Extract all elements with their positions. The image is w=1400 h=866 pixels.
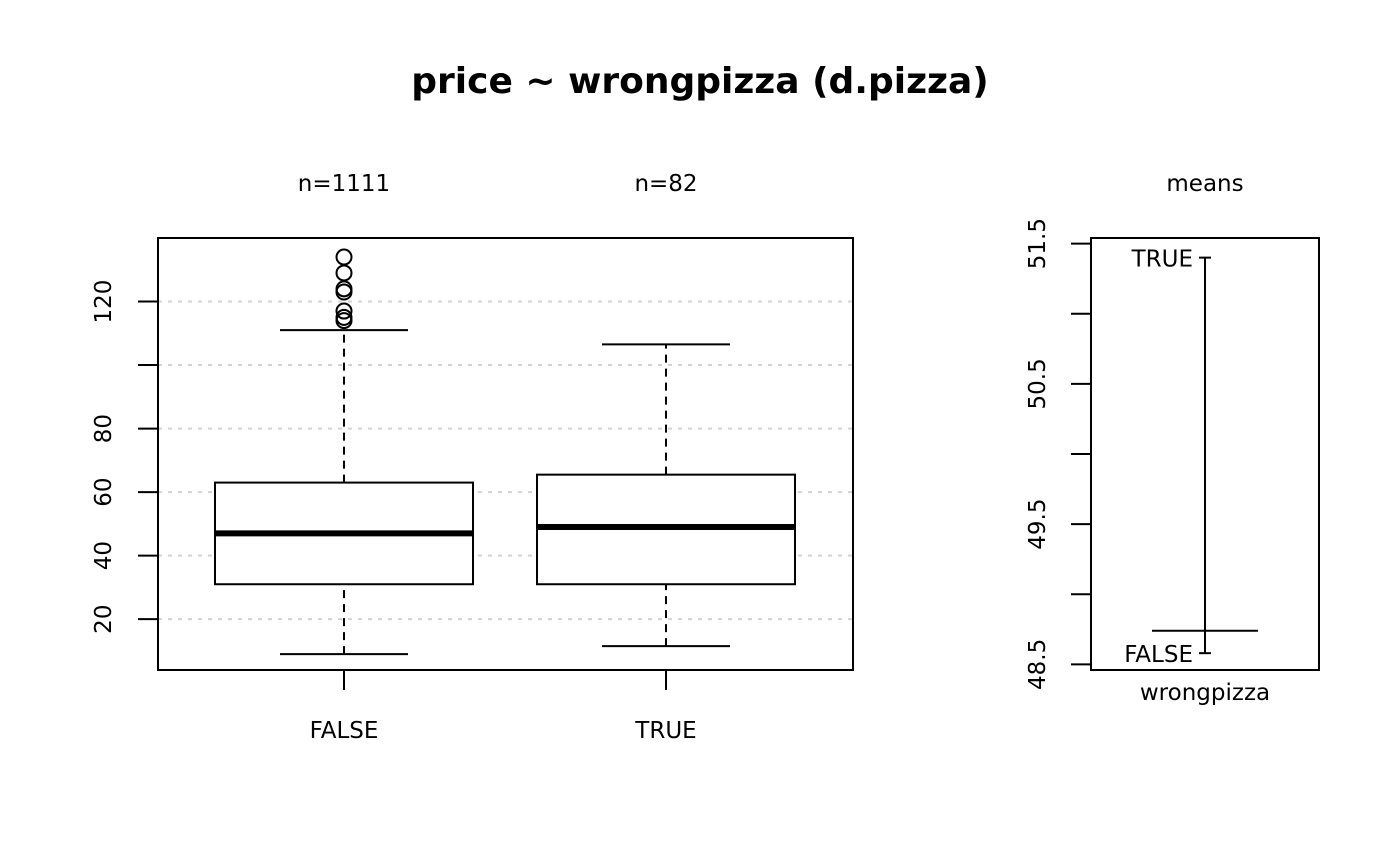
y-tick-label: 50.5 (1025, 358, 1051, 409)
chart-title: price ~ wrongpizza (d.pizza) (411, 61, 989, 102)
y-tick-label: 80 (91, 414, 117, 443)
y-tick-label: 60 (91, 477, 117, 506)
outlier-point (335, 302, 353, 320)
boxplot-marks: n=1111 n=82 (214, 171, 796, 656)
y-tick-label: 40 (91, 541, 117, 570)
box-false: n=1111 (214, 171, 474, 656)
boxplot-panel: 20 40 60 80 120 n=1111 n=82 FALSE TRUE (91, 171, 854, 744)
outlier-point (335, 264, 353, 282)
mean-point-label: TRUE (1131, 247, 1193, 273)
box-true: n=82 (536, 171, 796, 648)
y-tick-label: 51.5 (1025, 218, 1051, 269)
y-tick-label: 48.5 (1025, 639, 1051, 690)
y-tick-label: 49.5 (1025, 499, 1051, 550)
x-tick-label: FALSE (310, 718, 379, 744)
group-size-label: n=1111 (298, 171, 390, 197)
means-marks: FALSE TRUE (1124, 247, 1258, 668)
y-tick-label: 20 (91, 605, 117, 634)
means-y-axis: 48.5 49.5 50.5 51.5 (1025, 218, 1092, 690)
y-tick-label: 120 (91, 280, 117, 324)
x-tick-label: TRUE (634, 718, 696, 744)
means-x-axis-label: wrongpizza (1140, 680, 1270, 706)
group-size-label: n=82 (634, 171, 697, 197)
outlier-point (335, 308, 353, 326)
boxplot-y-axis: 20 40 60 80 120 (91, 280, 159, 634)
outlier-point (335, 248, 353, 266)
mean-point-label: FALSE (1124, 642, 1193, 668)
means-panel-title: means (1166, 171, 1243, 197)
means-panel: means 48.5 49.5 50.5 51.5 FALSE TRUE wrongpi… (1025, 171, 1320, 706)
boxplot-x-axis: FALSE TRUE (310, 670, 697, 744)
boxplot-plot-frame (157, 237, 854, 671)
